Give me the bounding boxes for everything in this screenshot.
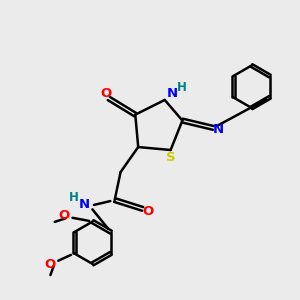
Text: N: N xyxy=(167,87,178,100)
Text: O: O xyxy=(44,258,56,271)
Text: O: O xyxy=(58,209,69,222)
Text: H: H xyxy=(177,81,187,94)
Text: H: H xyxy=(68,191,78,204)
Text: N: N xyxy=(213,123,224,136)
Text: N: N xyxy=(79,198,90,211)
Text: S: S xyxy=(166,151,175,164)
Text: O: O xyxy=(142,205,154,218)
Text: O: O xyxy=(101,87,112,100)
